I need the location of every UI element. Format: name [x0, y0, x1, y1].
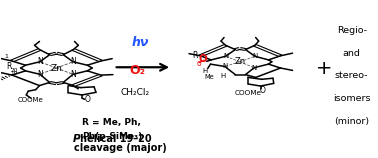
Text: H: H	[220, 73, 226, 79]
Text: H: H	[203, 68, 208, 74]
Text: P: P	[73, 134, 81, 144]
Text: R = Me, Ph,: R = Me, Ph,	[82, 118, 141, 127]
Text: 19: 19	[11, 71, 18, 76]
Text: Ph(p-SiMe₃): Ph(p-SiMe₃)	[82, 132, 142, 141]
Text: O: O	[260, 86, 265, 95]
Text: Zn: Zn	[234, 57, 245, 66]
Text: CH₂Cl₂: CH₂Cl₂	[121, 88, 150, 97]
Text: R: R	[7, 62, 12, 71]
Text: N: N	[70, 57, 76, 66]
Text: cleavage (major): cleavage (major)	[74, 143, 167, 153]
Text: N: N	[222, 64, 228, 70]
Text: N: N	[223, 53, 228, 59]
Text: O₂: O₂	[129, 64, 145, 77]
Text: hν: hν	[132, 36, 149, 49]
Text: 1: 1	[5, 54, 9, 59]
Text: -helical 19–20: -helical 19–20	[76, 134, 152, 144]
Text: COOMe: COOMe	[18, 97, 44, 103]
Text: isomers: isomers	[333, 94, 370, 103]
Text: 20: 20	[11, 68, 18, 73]
Text: O: O	[198, 54, 207, 64]
Text: N: N	[70, 70, 76, 79]
Text: R: R	[192, 51, 197, 60]
Text: N: N	[37, 57, 43, 66]
Text: N: N	[251, 65, 257, 71]
Text: stereo-: stereo-	[335, 71, 369, 80]
Text: COOMe: COOMe	[235, 90, 262, 96]
Text: and: and	[343, 49, 361, 58]
Text: N: N	[252, 53, 257, 59]
Text: +: +	[316, 59, 332, 78]
Text: N: N	[37, 70, 43, 79]
Text: Regio-: Regio-	[337, 26, 367, 35]
Text: (minor): (minor)	[334, 117, 369, 126]
Text: Zn: Zn	[51, 64, 62, 73]
Text: o: o	[197, 59, 201, 68]
Text: O: O	[84, 95, 90, 104]
Text: Me: Me	[205, 74, 215, 80]
